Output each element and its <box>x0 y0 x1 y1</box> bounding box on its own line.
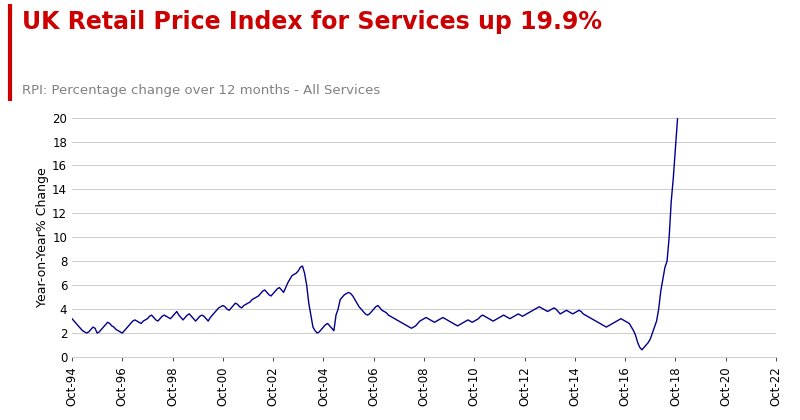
Text: RPI: Percentage change over 12 months - All Services: RPI: Percentage change over 12 months - … <box>22 84 381 97</box>
Y-axis label: Year-on-Year% Change: Year-on-Year% Change <box>36 168 50 307</box>
Text: UK Retail Price Index for Services up 19.9%: UK Retail Price Index for Services up 19… <box>22 10 602 34</box>
